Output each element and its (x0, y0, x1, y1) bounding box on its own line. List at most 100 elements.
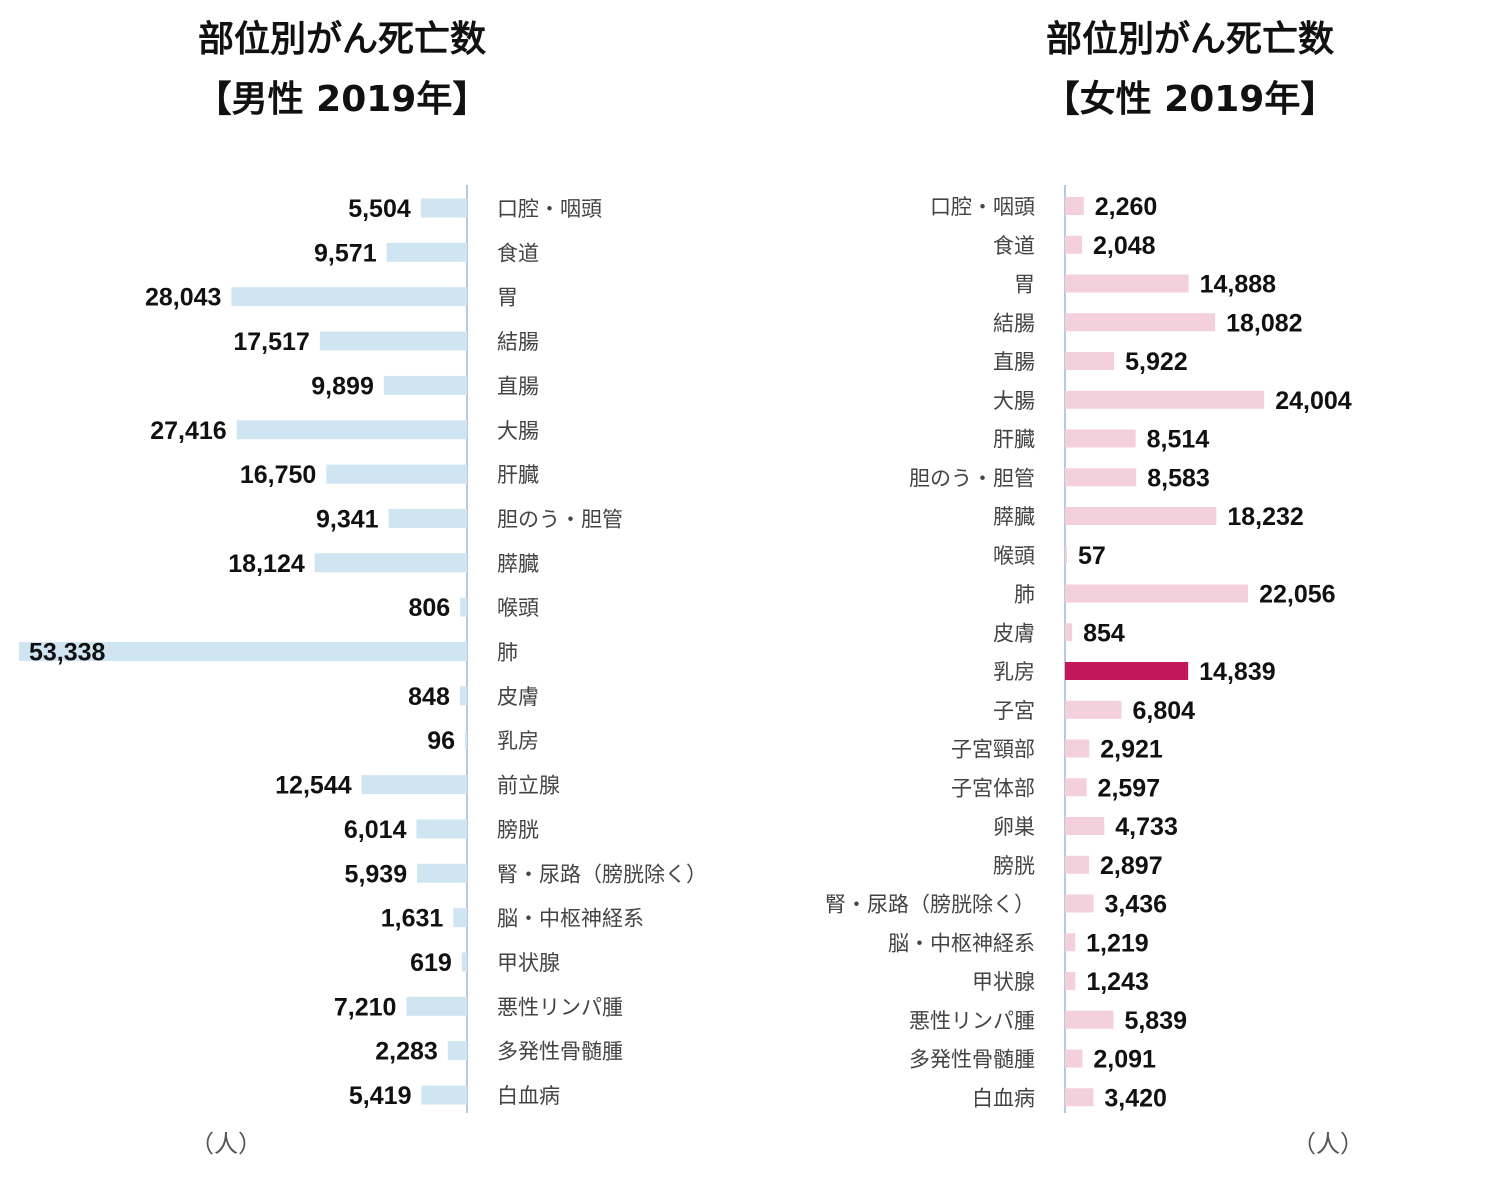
male-bar (386, 242, 467, 262)
male-bar (314, 553, 467, 573)
female-value-label: 8,514 (1147, 426, 1210, 454)
female-bar (1065, 894, 1094, 913)
female-value-label: 2,091 (1093, 1046, 1156, 1074)
male-value-label: 9,899 (311, 372, 374, 400)
female-category-label: 胆のう・胆管 (909, 466, 1035, 490)
male-category-label: 白血病 (497, 1084, 560, 1108)
female-value-label: 14,888 (1200, 271, 1277, 299)
male-value-label: 5,939 (345, 860, 408, 888)
female-category-label: 悪性リンパ腫 (909, 1009, 1035, 1033)
male-category-label: 大腸 (497, 419, 539, 443)
male-bar (416, 819, 467, 839)
female-title-text: 部位別がん死亡数 (1045, 19, 1334, 60)
female-category-label: 卵巣 (993, 815, 1035, 839)
female-value-label: 5,922 (1125, 348, 1188, 376)
female-value-label: 8,583 (1147, 464, 1210, 492)
female-bar (1065, 274, 1189, 293)
male-category-label: 喉頭 (497, 596, 539, 620)
female-bar (1065, 739, 1090, 758)
male-category-label: 直腸 (497, 374, 539, 398)
male-value-label: 12,544 (275, 772, 352, 800)
female-bar (1065, 545, 1067, 564)
male-category-label: 肝臓 (497, 463, 539, 487)
male-bar (236, 420, 467, 440)
female-bar (1065, 1010, 1114, 1029)
male-category-label: 前立腺 (497, 774, 560, 798)
male-value-label: 28,043 (145, 284, 221, 312)
female-category-label: 膀胱 (993, 854, 1035, 878)
female-bar (1065, 778, 1087, 797)
male-bar (420, 198, 467, 218)
male-bar (383, 375, 467, 395)
male-bar (388, 508, 467, 528)
female-value-label: 14,839 (1199, 658, 1275, 686)
female-value-label: 1,243 (1086, 968, 1149, 996)
male-bar (459, 686, 467, 706)
male-value-label: 17,517 (233, 328, 309, 356)
male-bar (417, 863, 467, 883)
female-bar (1065, 1088, 1094, 1107)
female-category-label: 子宮体部 (951, 776, 1035, 800)
male-category-label: 甲状腺 (497, 951, 560, 975)
female-value-label: 3,420 (1104, 1084, 1167, 1112)
male-bar (421, 1085, 467, 1105)
female-bar (1065, 933, 1076, 952)
female-category-label: 膵臓 (993, 505, 1035, 529)
female-bar (1065, 972, 1076, 990)
female-value-label: 2,048 (1093, 232, 1156, 260)
male-value-label: 806 (409, 594, 451, 622)
female-value-label: 2,921 (1100, 736, 1163, 764)
male-category-label: 胃 (497, 286, 518, 310)
female-category-label: 皮膚 (993, 621, 1035, 645)
female-bar (1065, 390, 1265, 409)
female-unit-label: （人） (1292, 1130, 1364, 1158)
female-category-label: 子宮 (993, 699, 1035, 723)
male-category-label: 口腔・咽頭 (497, 197, 602, 221)
male-bar (447, 1041, 467, 1061)
female-bar (1065, 507, 1217, 525)
female-value-label: 18,232 (1227, 503, 1303, 531)
male-category-label: 悪性リンパ腫 (497, 995, 623, 1019)
male-category-label: 多発性骨髄腫 (497, 1040, 623, 1064)
female-value-label: 57 (1078, 542, 1106, 570)
male-bar (326, 464, 467, 484)
male-chart-title: 部位別がん死亡数 【男性 2019年】 (92, 10, 592, 130)
female-category-label: 食道 (993, 234, 1035, 258)
female-value-label: 1,219 (1086, 929, 1149, 957)
female-value-label: 5,839 (1124, 1007, 1187, 1035)
male-value-label: 619 (410, 949, 452, 977)
female-category-label: 大腸 (993, 389, 1035, 413)
female-value-label: 6,804 (1132, 697, 1195, 725)
female-bar (1065, 313, 1216, 332)
female-bar (1065, 468, 1137, 487)
female-bar (1065, 855, 1090, 874)
female-category-label: 乳房 (993, 660, 1035, 684)
female-bar (1065, 1049, 1083, 1068)
male-subtitle-text: 【男性 2019年】 (195, 79, 489, 120)
male-bar (406, 996, 467, 1016)
female-category-label: 子宮頸部 (951, 738, 1035, 762)
female-bar (1065, 429, 1136, 448)
male-value-label: 27,416 (150, 417, 226, 445)
male-bar (465, 730, 467, 750)
female-bar-chart: 2,260 口腔・咽頭 2,048 食道 14,888 胃 18,082 結腸 5,922 直腸 2… (825, 185, 1352, 1113)
male-category-label: 食道 (497, 241, 539, 265)
male-bar (361, 775, 467, 795)
male-value-label: 18,124 (228, 550, 305, 578)
male-value-label: 848 (408, 683, 450, 711)
female-category-label: 甲状腺 (972, 970, 1035, 994)
male-value-label: 6,014 (344, 816, 407, 844)
female-value-label: 24,004 (1275, 387, 1352, 415)
female-bar (1065, 817, 1105, 835)
male-unit-label: （人） (190, 1130, 262, 1158)
male-title-text: 部位別がん死亡数 (197, 19, 486, 60)
female-value-label: 4,733 (1115, 813, 1178, 841)
female-category-label: 脳・中枢神経系 (888, 931, 1035, 955)
female-bar (1065, 235, 1082, 254)
male-bar (231, 287, 467, 307)
male-bar (453, 908, 467, 928)
female-value-label: 854 (1083, 619, 1125, 647)
female-category-label: 腎・尿路（膀胱除く） (825, 893, 1035, 917)
male-value-label: 5,504 (348, 195, 411, 223)
female-bar (1065, 352, 1115, 370)
